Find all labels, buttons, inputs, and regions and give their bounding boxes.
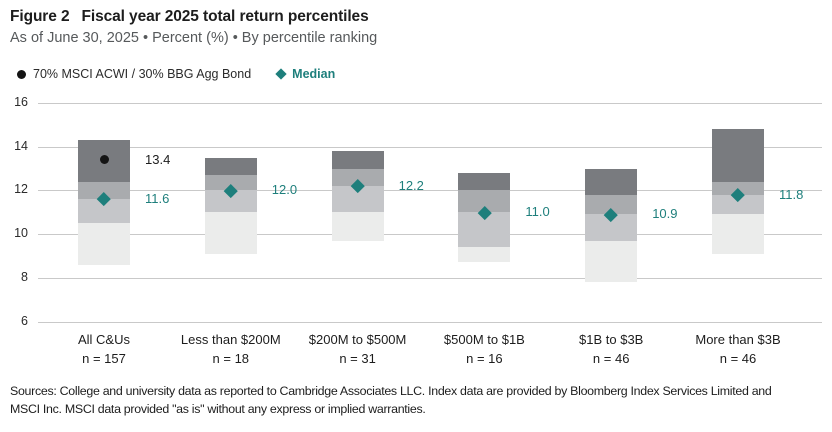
- gridline: [38, 321, 822, 323]
- percentile-band-25th-50th: [331, 168, 384, 187]
- category-name: All C&Us: [77, 332, 130, 347]
- median-value-label: 11.6: [145, 191, 170, 207]
- category-name: $500M to $1B: [443, 332, 525, 347]
- figure-title-text: Fiscal year 2025 total return percentile…: [81, 8, 369, 25]
- legend-median-label: Median: [292, 67, 336, 81]
- gridline: [38, 103, 822, 104]
- benchmark-value-label: 13.4: [145, 151, 171, 167]
- category-label: Less than $200M n = 18: [156, 331, 306, 369]
- sample-size-label: n = 31: [339, 350, 376, 366]
- legend-benchmark-label: 70% MSCI ACWI / 30% BBG Agg Bond: [33, 67, 252, 81]
- category-name: Less than $200M: [180, 332, 281, 347]
- median-value-label: 12.2: [398, 178, 424, 194]
- category-label: $200M to $500M n = 31: [283, 331, 433, 369]
- benchmark-marker: [99, 155, 109, 165]
- y-axis-tick-label: 8: [21, 269, 28, 284]
- category-label: More than $3B n = 46: [663, 331, 813, 369]
- category-label: $1B to $3B n = 46: [536, 331, 686, 369]
- figure-label: Figure 2: [10, 8, 70, 25]
- percentile-band-75th-95th: [78, 223, 130, 265]
- y-axis-tick-label: 10: [14, 226, 28, 241]
- percentile-band-75th-95th: [712, 214, 764, 254]
- percentile-band-75th-95th: [331, 212, 384, 241]
- category-label: All C&Us n = 157: [29, 331, 179, 369]
- percentile-band-5th-25th: [585, 168, 638, 195]
- legend-item-benchmark: 70% MSCI ACWI / 30% BBG Agg Bond: [17, 67, 251, 81]
- percentile-band-25th-50th: [78, 181, 130, 200]
- y-axis-tick-label: 16: [14, 95, 28, 109]
- chart-legend: 70% MSCI ACWI / 30% BBG Agg Bond Median: [17, 67, 335, 81]
- category-label: $500M to $1B n = 16: [409, 331, 559, 369]
- sample-size-label: n = 16: [466, 350, 503, 366]
- percentile-band-5th-25th: [712, 129, 764, 182]
- sample-size-label: n = 18: [212, 350, 250, 366]
- percentile-band-25th-50th: [458, 190, 511, 213]
- category-name: More than $3B: [695, 332, 781, 347]
- legend-item-median: Median: [275, 67, 336, 81]
- percentile-chart: 16 14 12 10 8 6 11.6 13.4 All C&Us n = 157 12.0 Les…: [14, 95, 822, 369]
- gridline: [38, 277, 822, 279]
- median-value-label: 11.0: [525, 204, 550, 220]
- sample-size-label: n = 46: [719, 350, 757, 366]
- median-value-label: 10.9: [652, 206, 678, 222]
- percentile-band-25th-50th: [585, 194, 638, 215]
- page-title: Figure 2 Fiscal year 2025 total return p…: [10, 8, 369, 26]
- category-name: $200M to $500M: [308, 332, 407, 347]
- percentile-band-5th-25th: [458, 172, 511, 191]
- percentile-band-5th-25th: [204, 157, 257, 176]
- percentile-band-75th-95th: [458, 247, 511, 263]
- sample-size-label: n = 157: [82, 350, 126, 366]
- y-axis-tick-label: 12: [14, 182, 28, 197]
- source-note: Sources: College and university data as …: [10, 384, 772, 416]
- benchmark-dot-icon: [17, 69, 26, 79]
- sample-size-label: n = 46: [592, 350, 630, 366]
- y-axis-tick-label: 14: [14, 138, 28, 153]
- median-value-label: 11.8: [779, 186, 804, 202]
- percentile-band-25th-50th: [204, 175, 257, 191]
- median-value-label: 12.0: [271, 182, 298, 198]
- percentile-band-75th-95th: [204, 212, 257, 254]
- gridline: [38, 146, 822, 148]
- percentile-band-50th-75th: [204, 190, 257, 213]
- chart-subtitle: As of June 30, 2025 • Percent (%) • By p…: [10, 30, 378, 46]
- percentile-band-75th-95th: [585, 240, 638, 283]
- gridline: [38, 234, 822, 236]
- percentile-band-5th-25th: [331, 151, 384, 169]
- y-axis-tick-label: 6: [21, 313, 28, 328]
- percentile-band-50th-75th: [712, 194, 764, 215]
- gridline: [38, 190, 822, 192]
- category-name: $1B to $3B: [579, 332, 644, 347]
